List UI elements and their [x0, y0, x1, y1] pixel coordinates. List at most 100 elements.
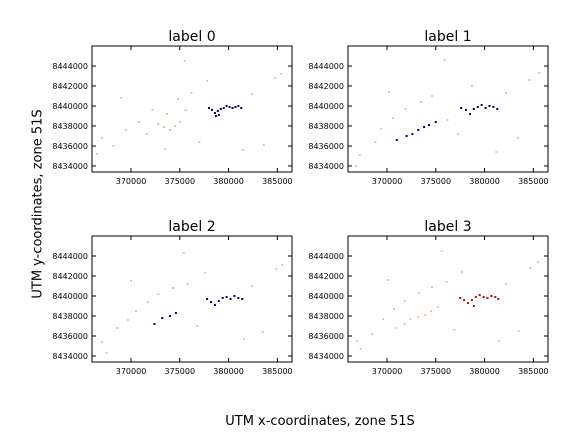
scatter-point: [480, 104, 483, 106]
scatter-point: [100, 137, 103, 139]
scatter-point: [210, 301, 213, 303]
scatter-point: [225, 105, 228, 107]
scatter-point: [169, 315, 172, 317]
plot-frame: [91, 235, 293, 363]
scatter-point: [240, 107, 243, 109]
scatter-point: [538, 72, 541, 74]
scatter-point: [488, 105, 491, 107]
scatter-point: [198, 141, 201, 143]
scatter-point: [490, 295, 493, 297]
y-tick-label: 8438000: [52, 122, 88, 131]
points-3: [355, 250, 540, 350]
scatter-point: [204, 272, 207, 274]
y-tick-label: 8444000: [52, 62, 88, 71]
scatter-point: [409, 318, 412, 320]
y-tick-label: 8436000: [308, 142, 344, 151]
scatter-point: [482, 296, 485, 298]
panel-3: label 3 370000 375000 380000 385000 8434000 84…: [308, 219, 548, 376]
panel-0: label 0 370000 375000 380000 385000 8434000 84…: [52, 29, 292, 186]
scatter-point: [213, 304, 216, 306]
scatter-point: [355, 340, 358, 342]
scatter-point: [486, 297, 489, 299]
x-tick-label: 370000: [372, 367, 403, 376]
scatter-point: [374, 141, 377, 143]
y-axis-label: UTM y-coordinates, zone 51S: [30, 109, 46, 299]
scatter-point: [505, 283, 508, 285]
y-tick-label: 8442000: [308, 82, 344, 91]
scatter-point: [164, 148, 167, 150]
scatter-point: [95, 153, 98, 155]
scatter-point: [137, 121, 140, 123]
scatter-point: [430, 286, 433, 288]
plot-frame: [347, 235, 549, 363]
scatter-point: [242, 149, 245, 151]
scatter-point: [214, 115, 217, 117]
scatter-point: [465, 109, 468, 111]
scatter-point: [484, 107, 487, 109]
points-2: [100, 252, 284, 354]
scatter-point: [529, 267, 532, 269]
scatter-point: [221, 297, 224, 299]
plot-frame: [347, 45, 549, 173]
y-tick-label: 8440000: [52, 292, 88, 301]
scatter-point: [262, 144, 265, 146]
scatter-point: [380, 128, 383, 130]
scatter-point: [505, 92, 508, 94]
y-tick-label: 8434000: [52, 162, 88, 171]
y-tick-label: 8436000: [52, 142, 88, 151]
scatter-point: [229, 298, 232, 300]
y-tick-label: 8438000: [52, 312, 88, 321]
scatter-point: [457, 133, 460, 135]
scatter-point: [217, 114, 220, 116]
x-tick-label: 385000: [518, 367, 549, 376]
scatter-point: [134, 310, 137, 312]
scatter-point: [434, 121, 437, 123]
y-tick-label: 8436000: [52, 332, 88, 341]
scatter-point: [424, 314, 427, 316]
y-tick-label: 8434000: [308, 352, 344, 361]
scatter-point: [146, 301, 149, 303]
scatter-point: [261, 331, 264, 333]
scatter-point: [211, 109, 213, 111]
scatter-point: [100, 341, 103, 343]
x-tick-label: 370000: [116, 367, 147, 376]
x-tick-label: 375000: [421, 177, 452, 186]
scatter-point: [153, 323, 156, 325]
scatter-point: [427, 124, 430, 126]
scatter-point: [127, 319, 130, 321]
scatter-point: [470, 85, 473, 87]
scatter-point: [112, 145, 115, 147]
scatter-point: [281, 264, 284, 266]
scatter-point: [461, 271, 464, 273]
scatter-point: [166, 113, 169, 115]
x-tick-label: 385000: [262, 367, 293, 376]
scatter-point: [387, 91, 390, 93]
scatter-point: [206, 80, 209, 82]
scatter-point: [116, 327, 119, 329]
x-tick-label: 385000: [262, 177, 293, 186]
scatter-point: [453, 329, 456, 331]
scatter-point: [251, 285, 253, 287]
scatter-point: [130, 280, 133, 282]
scatter-point: [176, 98, 179, 100]
scatter-point: [391, 117, 394, 119]
scatter-point: [472, 108, 475, 110]
scatter-point: [120, 97, 123, 99]
scatter-point: [163, 126, 166, 128]
scatter-point: [169, 129, 172, 131]
panel-1: label 1 370000 375000 380000 385000 8434000 84…: [308, 29, 548, 186]
scatter-point: [216, 110, 219, 112]
scatter-point: [395, 139, 398, 141]
panel-title: label 1: [424, 29, 471, 45]
x-tick-label: 370000: [116, 177, 147, 186]
x-tick-label: 375000: [165, 367, 196, 376]
scatter-point: [498, 340, 501, 342]
scatter-point: [403, 323, 406, 325]
plot-frame: [91, 45, 293, 173]
y-tick-label: 8444000: [308, 252, 344, 261]
scatter-point: [392, 308, 395, 310]
scatter-point: [237, 297, 240, 299]
scatter-point: [417, 316, 420, 318]
scatter-point: [371, 333, 374, 335]
